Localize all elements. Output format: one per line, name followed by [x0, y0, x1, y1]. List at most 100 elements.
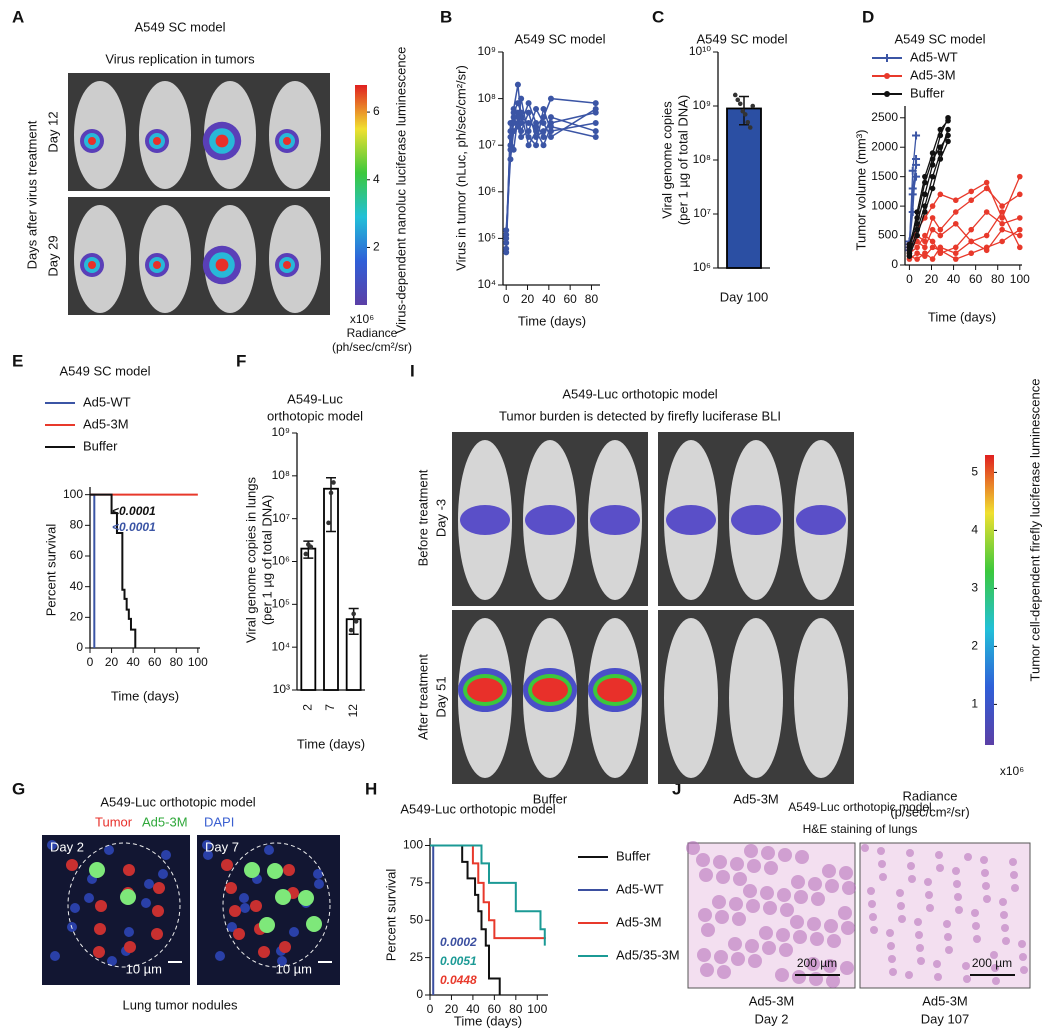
data-point [929, 256, 936, 262]
tissue [777, 888, 791, 902]
tissue [839, 866, 853, 880]
tissue [964, 853, 972, 861]
survival-curve [430, 844, 501, 995]
row-label: Before treatment [415, 469, 430, 566]
x-tick-label: 20 [925, 272, 939, 286]
signal [88, 261, 96, 269]
y-tick-label: 10⁶ [272, 554, 290, 568]
x-tick-label: 40 [466, 1002, 480, 1016]
cell [93, 946, 105, 958]
legend-label: DAPI [204, 814, 234, 829]
tissue [973, 935, 981, 943]
colorbar-title: Virus-dependent nanoluc luciferase lumin… [393, 47, 408, 334]
tissue [1020, 966, 1028, 974]
data-point [929, 203, 936, 209]
x-axis-label: Time (days) [454, 1013, 522, 1028]
y-tick-label: 0 [76, 640, 83, 654]
panel-letter: D [862, 7, 874, 26]
row-label: Day 51 [433, 676, 448, 717]
signal [153, 137, 161, 145]
p-value: 0.0002 [440, 935, 477, 949]
panel-letter: E [12, 351, 23, 370]
tissue [701, 923, 715, 937]
cell [153, 882, 165, 894]
data-point [999, 203, 1005, 209]
tissue [794, 890, 808, 904]
data-point [1016, 215, 1023, 221]
data-point [937, 232, 944, 239]
tissue [791, 875, 805, 889]
cell [240, 903, 250, 913]
y-axis-label: Virus in tumor (nLuc, ph/sec/cm²/sr) [453, 65, 468, 271]
scale-bar-label: 10 µm [126, 961, 162, 976]
tissue [915, 931, 923, 939]
cell [227, 922, 237, 932]
panel-letter: C [652, 7, 664, 26]
data-point [952, 209, 959, 215]
x-tick-label: 100 [527, 1002, 547, 1016]
cell [306, 916, 322, 932]
y-tick-label: 20 [70, 610, 84, 624]
tissue [775, 968, 789, 982]
tissue [827, 934, 841, 948]
data-point [929, 238, 936, 245]
data-point [547, 95, 554, 102]
tissue [869, 913, 877, 921]
data-point [968, 197, 975, 204]
tissue [764, 861, 778, 875]
scale-bar-label: 200 µm [972, 956, 1012, 970]
data-point [518, 133, 525, 140]
tissue [943, 920, 951, 928]
x-tick-label: 12 [346, 704, 360, 718]
y-tick-label: 10⁷ [478, 137, 496, 151]
mouse [664, 618, 718, 778]
data-point [353, 619, 359, 624]
tissue [897, 902, 905, 910]
data-point [914, 232, 920, 239]
data-point [929, 244, 936, 251]
row-label: Day 29 [45, 235, 60, 276]
legend-label: Ad5-3M [142, 814, 188, 829]
data-point [929, 226, 936, 233]
tissue [936, 864, 944, 872]
y-tick-label: 10⁹ [478, 44, 497, 58]
p-value: <0.0001 [112, 520, 156, 534]
data-point [507, 146, 514, 153]
tissue [889, 968, 897, 976]
tissue [944, 933, 952, 941]
row-group-label: Days after virus treatment [24, 120, 39, 269]
signal [796, 505, 846, 535]
y-tick-label: 10⁶ [478, 184, 496, 198]
signal [283, 261, 291, 269]
legend-label: Tumor [95, 814, 133, 829]
data-point [999, 209, 1005, 215]
tissue [868, 900, 876, 908]
tissue [933, 960, 941, 968]
data-point [735, 97, 741, 103]
tissue [795, 850, 809, 864]
colorbar-title: Tumor cell-dependent firefly luciferase … [1027, 379, 1042, 682]
signal [525, 505, 575, 535]
bar [300, 547, 317, 691]
colorbar-tick-label: 1 [971, 697, 978, 711]
series-line [505, 100, 596, 243]
data-point [514, 114, 521, 121]
colorbar-tick-label: 2 [373, 240, 380, 254]
data-point [518, 95, 525, 102]
tissue [924, 878, 932, 886]
x-axis-label: Time (days) [111, 688, 179, 703]
cell [289, 927, 299, 937]
row-label: Day 12 [45, 111, 60, 152]
y-tick-label: 1000 [871, 198, 898, 212]
cell [94, 923, 106, 935]
tissue [1010, 871, 1018, 879]
panel-letter: G [12, 779, 25, 798]
tissue [972, 922, 980, 930]
tissue [867, 887, 875, 895]
tissue [779, 943, 793, 957]
tissue [811, 892, 825, 906]
tissue [945, 946, 953, 954]
tissue [712, 895, 726, 909]
y-axis-label: Viral genome copies in lungs [243, 477, 258, 643]
data-point [547, 123, 554, 130]
